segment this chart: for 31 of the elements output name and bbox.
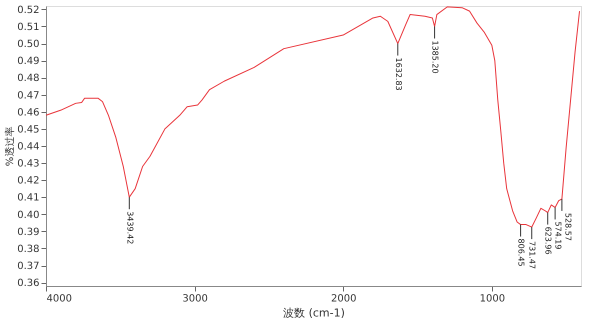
x-tick-label: 2000	[330, 294, 356, 304]
annotation: 731.47	[528, 241, 537, 270]
annotation: 1385.20	[430, 40, 440, 74]
y-tick-label: 0.43	[17, 158, 40, 170]
y-tick-label: 0.49	[17, 56, 40, 68]
y-tick-label: 0.40	[17, 210, 40, 221]
annotation: 574.19	[554, 221, 563, 250]
y-tick-label: 0.38	[17, 244, 40, 255]
annotation: 528.57	[564, 212, 573, 241]
y-tick-label: 0.50	[17, 39, 40, 50]
annotation: 623.96	[544, 226, 553, 255]
y-tick-label: 0.48	[17, 73, 40, 84]
y-tick-label: 0.39	[17, 226, 40, 238]
x-tick-label: 3000	[182, 294, 208, 304]
y-tick-label: 0.46	[17, 107, 40, 118]
y-tick-label: 0.42	[17, 176, 40, 187]
annotation: 3439.42	[125, 211, 134, 244]
y-tick-label: 0.51	[17, 22, 40, 33]
y-tick-label: 0.41	[17, 192, 40, 204]
x-tick-label: 1000	[480, 294, 506, 304]
y-tick-label: 0.37	[17, 261, 40, 272]
annotation: 1632.83	[394, 58, 403, 91]
annotation: 806.45	[516, 238, 526, 267]
x-tick-label: 4000	[46, 294, 72, 304]
y-tick-label: 0.36	[17, 278, 40, 290]
y-tick-label: 0.44	[17, 142, 40, 152]
x-axis-title: 波数 (cm-1)	[283, 306, 345, 320]
y-axis-title: %透过率	[4, 126, 16, 166]
y-tick-label: 0.45	[17, 124, 40, 136]
y-tick-label: 0.52	[17, 4, 40, 16]
y-tick-label: 0.47	[17, 90, 40, 102]
